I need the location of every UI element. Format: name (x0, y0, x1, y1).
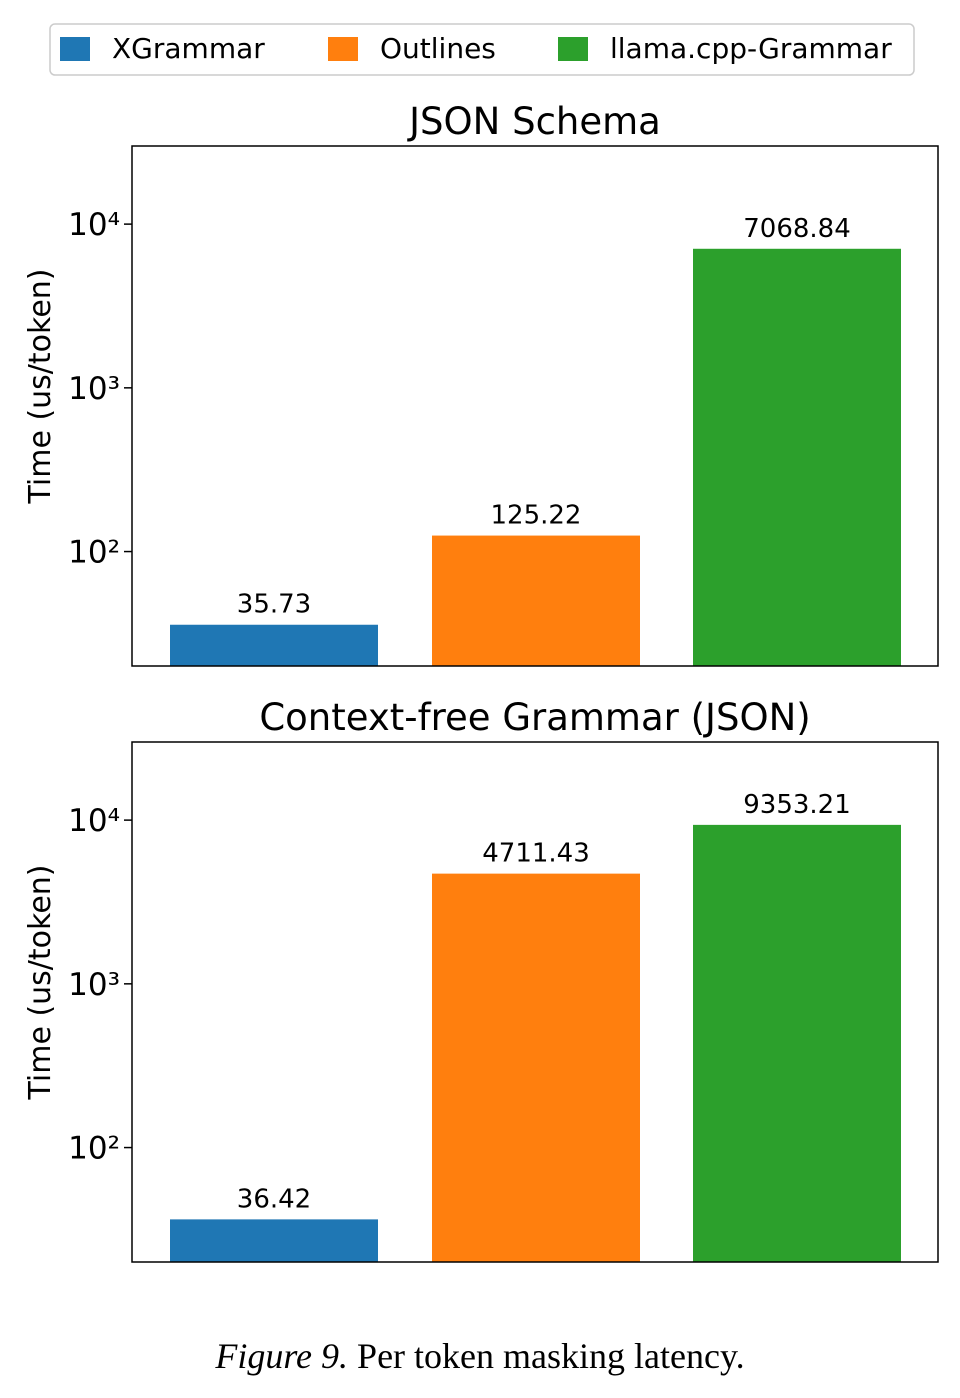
plot-frame (131, 145, 939, 667)
legend-box (49, 23, 915, 76)
value-label: 7068.84 (743, 214, 851, 244)
y-axis-label: Time (us/token) (23, 864, 58, 1100)
y-axis-label: Time (us/token) (23, 268, 58, 504)
y-tick-label: 10² (68, 1131, 120, 1167)
value-label: 4711.43 (482, 839, 590, 869)
bar (432, 535, 640, 666)
y-tick-label: 10² (68, 535, 120, 571)
legend-swatch (328, 37, 358, 61)
y-tick-label: 10⁴ (68, 207, 120, 243)
value-label: 36.42 (237, 1184, 311, 1214)
legend-label: XGrammar (112, 32, 265, 65)
chart-title: Context-free Grammar (JSON) (259, 696, 810, 739)
bar (693, 248, 901, 666)
legend-swatch (60, 37, 90, 61)
caption: Figure 9. Per token masking latency. (214, 1336, 744, 1376)
bar (170, 1219, 378, 1262)
chart-title: JSON Schema (407, 100, 661, 143)
caption-text: Per token masking latency. (357, 1336, 745, 1376)
value-label: 9353.21 (743, 790, 851, 820)
legend-swatch (558, 37, 588, 61)
y-tick-label: 10³ (68, 967, 120, 1003)
value-label: 125.22 (491, 501, 582, 531)
caption-label: Figure 9. (214, 1336, 348, 1376)
bar (693, 824, 901, 1262)
plot-frame (131, 741, 939, 1263)
value-label: 35.73 (237, 590, 311, 620)
bar (432, 873, 640, 1262)
legend-label: llama.cpp-Grammar (610, 32, 892, 65)
bar (170, 624, 378, 666)
y-tick-label: 10⁴ (68, 803, 120, 839)
legend-label: Outlines (380, 32, 496, 65)
y-tick-label: 10³ (68, 371, 120, 407)
